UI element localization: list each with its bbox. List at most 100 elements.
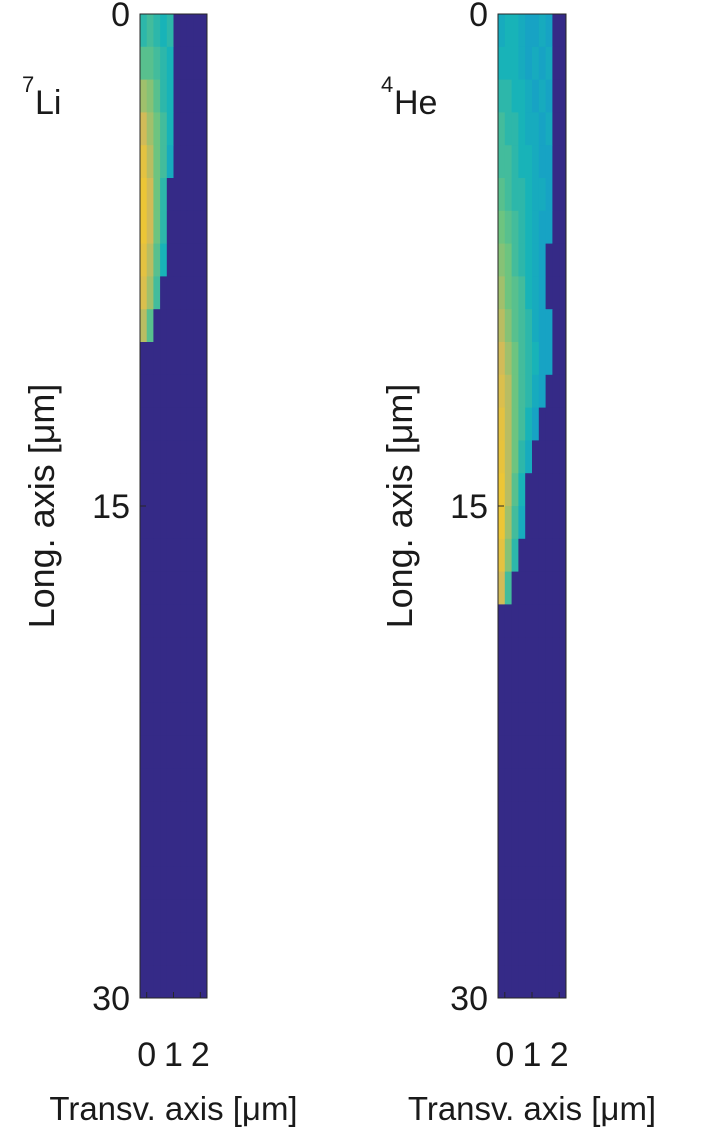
- heatmap-cell: [193, 112, 201, 146]
- heatmap-cell: [173, 178, 181, 212]
- heatmap-cell: [166, 243, 174, 277]
- heatmap-cell: [160, 210, 168, 244]
- heatmap-cell: [193, 342, 201, 376]
- heatmap-cell: [146, 46, 154, 80]
- heatmap-cell: [518, 866, 526, 900]
- heatmap-cell: [525, 637, 533, 671]
- heatmap-cell: [518, 374, 526, 408]
- heatmap-cell: [186, 571, 194, 605]
- heatmap-cell: [498, 276, 506, 310]
- heatmap-cell: [193, 670, 201, 704]
- heatmap-cell: [186, 112, 194, 146]
- heatmap-cell: [498, 768, 506, 802]
- heatmap-cell: [180, 899, 188, 933]
- heatmap-cell: [166, 178, 174, 212]
- heatmap-cell: [200, 670, 208, 704]
- heatmap-cell: [146, 735, 154, 769]
- heatmap-cell: [180, 440, 188, 474]
- heatmap-cell: [545, 801, 553, 835]
- heatmap-cell: [498, 834, 506, 868]
- heatmap-cell: [525, 440, 533, 474]
- heatmap-cell: [146, 342, 154, 376]
- heatmap-cell: [498, 178, 506, 212]
- heatmap-cell: [193, 506, 201, 540]
- heatmap-cell: [511, 866, 519, 900]
- heatmap-cell: [180, 342, 188, 376]
- heatmap-cell: [552, 374, 560, 408]
- heatmap-cell: [146, 210, 154, 244]
- heatmap-cell: [146, 79, 154, 113]
- heatmap-cell: [545, 374, 553, 408]
- heatmap-cell: [525, 670, 533, 704]
- heatmap-cell: [193, 374, 201, 408]
- heatmap-cell: [518, 834, 526, 868]
- heatmap-cell: [532, 342, 540, 376]
- heatmap-cell: [532, 899, 540, 933]
- heatmap-cell: [525, 702, 533, 736]
- heatmap-cell: [538, 374, 546, 408]
- heatmap-cell: [173, 342, 181, 376]
- heatmap-cell: [186, 145, 194, 179]
- heatmap-cell: [504, 637, 512, 671]
- heatmap-cell: [498, 735, 506, 769]
- heatmap-cell: [193, 276, 201, 310]
- heatmap-cell: [559, 243, 567, 277]
- heatmap-cell: [180, 407, 188, 441]
- heatmap-cell: [552, 46, 560, 80]
- heatmap-cell: [504, 407, 512, 441]
- heatmap-cell: [498, 145, 506, 179]
- heatmap-cell: [180, 932, 188, 966]
- heatmap-cell: [180, 768, 188, 802]
- heatmap-cell: [525, 801, 533, 835]
- heatmap-cell: [173, 637, 181, 671]
- heatmap-cell: [532, 79, 540, 113]
- heatmap-cell: [166, 538, 174, 572]
- heatmap-cell: [180, 965, 188, 999]
- heatmap-cell: [166, 79, 174, 113]
- heatmap-cell: [525, 309, 533, 343]
- heatmap-cell: [186, 506, 194, 540]
- heatmap-cell: [538, 801, 546, 835]
- heatmap-cell: [518, 506, 526, 540]
- heatmap-cell: [193, 571, 201, 605]
- heatmap-cell: [153, 571, 161, 605]
- heatmap-cell: [498, 46, 506, 80]
- heatmap-cell: [511, 79, 519, 113]
- heatmap-cell: [173, 965, 181, 999]
- heatmap-cell: [511, 14, 519, 48]
- heatmap-cell: [538, 473, 546, 507]
- heatmap-cell: [552, 14, 560, 48]
- heatmap-cell: [146, 866, 154, 900]
- heatmap-cell: [525, 834, 533, 868]
- heatmap-cell: [186, 965, 194, 999]
- heatmap-cell: [140, 768, 148, 802]
- heatmap-cell: [504, 932, 512, 966]
- heatmap-cell: [140, 342, 148, 376]
- heatmap-cell: [140, 571, 148, 605]
- heatmap-cell: [559, 178, 567, 212]
- heatmap-cell: [193, 145, 201, 179]
- heatmap-cell: [545, 899, 553, 933]
- heatmap-cell: [200, 702, 208, 736]
- heatmap-cell: [146, 309, 154, 343]
- heatmap-cell: [166, 965, 174, 999]
- heatmap-cell: [160, 834, 168, 868]
- heatmap-cell: [153, 801, 161, 835]
- heatmap-cell: [518, 899, 526, 933]
- heatmap-cell: [146, 538, 154, 572]
- heatmap-cell: [552, 834, 560, 868]
- heatmap-cell: [518, 276, 526, 310]
- heatmap-cell: [525, 735, 533, 769]
- y-tick-label: 15: [450, 488, 488, 526]
- heatmap-cell: [200, 276, 208, 310]
- heatmap-cell: [498, 374, 506, 408]
- heatmap-cell: [532, 801, 540, 835]
- heatmap-cell: [173, 538, 181, 572]
- heatmap-cell: [504, 440, 512, 474]
- heatmap-cell: [146, 670, 154, 704]
- heatmap-cell: [559, 276, 567, 310]
- heatmap-cell: [518, 407, 526, 441]
- heatmap-cell: [180, 506, 188, 540]
- heatmap-cell: [173, 571, 181, 605]
